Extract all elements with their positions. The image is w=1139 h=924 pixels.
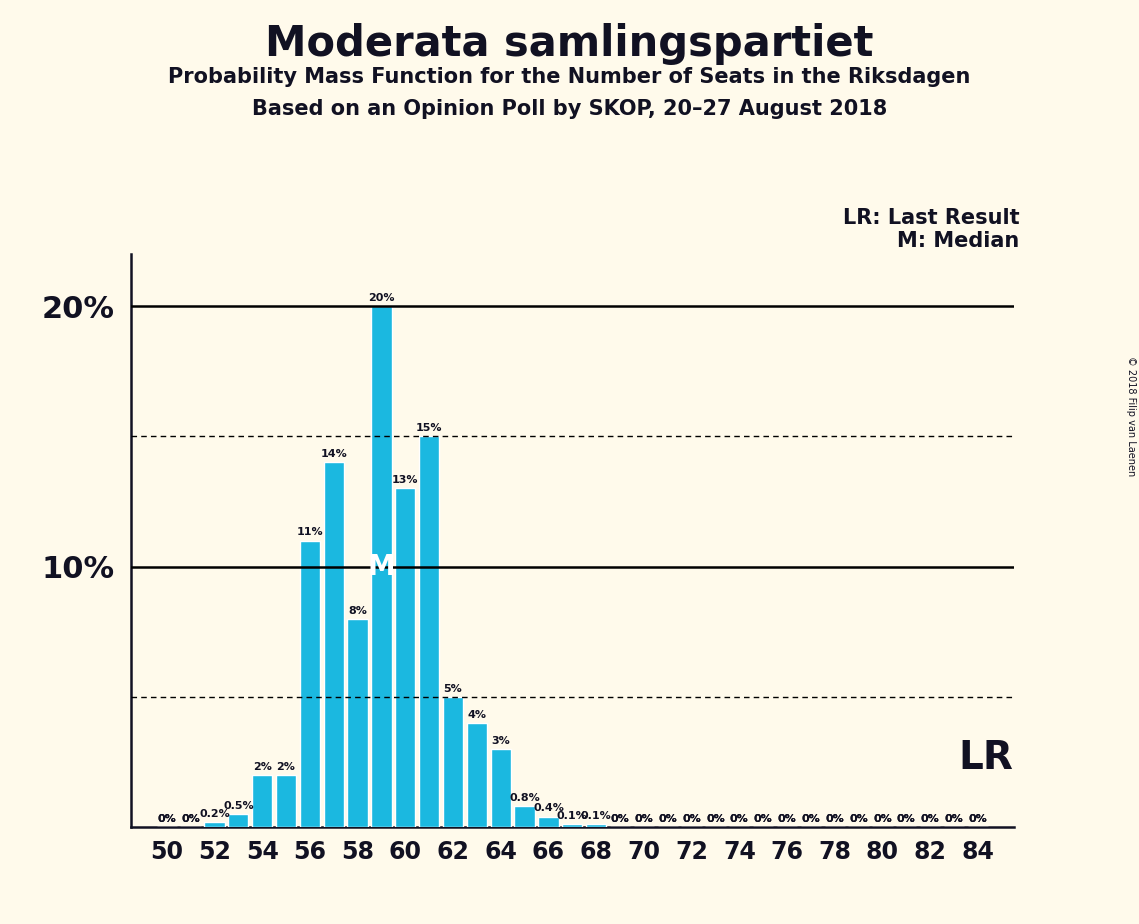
Text: 0%: 0% xyxy=(826,814,844,824)
Text: 0%: 0% xyxy=(850,814,868,824)
Text: 0%: 0% xyxy=(754,814,772,824)
Text: 0%: 0% xyxy=(802,814,820,824)
Bar xyxy=(539,817,558,827)
Text: 4%: 4% xyxy=(467,710,486,720)
Text: M: M xyxy=(368,553,395,580)
Text: 2%: 2% xyxy=(253,761,271,772)
Text: 0%: 0% xyxy=(634,814,654,824)
Text: 3%: 3% xyxy=(491,736,510,746)
Text: 0.5%: 0.5% xyxy=(223,801,254,811)
Text: 0%: 0% xyxy=(802,814,820,824)
Bar xyxy=(347,619,368,827)
Text: 0%: 0% xyxy=(920,814,940,824)
Text: 0%: 0% xyxy=(157,814,177,824)
Text: 15%: 15% xyxy=(416,423,442,433)
Text: 0%: 0% xyxy=(181,814,200,824)
Text: Based on an Opinion Poll by SKOP, 20–27 August 2018: Based on an Opinion Poll by SKOP, 20–27 … xyxy=(252,99,887,119)
Text: 0%: 0% xyxy=(682,814,700,824)
Text: 0.8%: 0.8% xyxy=(509,793,540,803)
Text: 0%: 0% xyxy=(778,814,796,824)
Bar xyxy=(300,541,320,827)
Bar xyxy=(563,824,582,827)
Text: 0%: 0% xyxy=(874,814,892,824)
Text: 13%: 13% xyxy=(392,475,419,485)
Text: 0%: 0% xyxy=(920,814,940,824)
Text: 0%: 0% xyxy=(611,814,630,824)
Text: 0.1%: 0.1% xyxy=(581,811,612,821)
Text: 0%: 0% xyxy=(730,814,748,824)
Bar xyxy=(491,748,511,827)
Text: 0%: 0% xyxy=(898,814,916,824)
Text: 14%: 14% xyxy=(320,449,347,459)
Bar xyxy=(395,489,416,827)
Text: 0%: 0% xyxy=(706,814,724,824)
Bar xyxy=(276,775,296,827)
Text: 0%: 0% xyxy=(730,814,748,824)
Bar xyxy=(587,824,606,827)
Bar xyxy=(252,775,272,827)
Text: 0%: 0% xyxy=(898,814,916,824)
Text: 0%: 0% xyxy=(706,814,724,824)
Bar xyxy=(443,697,464,827)
Text: LR: Last Result: LR: Last Result xyxy=(843,208,1019,228)
Text: M: Median: M: Median xyxy=(898,231,1019,251)
Text: 0%: 0% xyxy=(754,814,772,824)
Text: 2%: 2% xyxy=(277,761,295,772)
Text: 0%: 0% xyxy=(157,814,177,824)
Text: 0.4%: 0.4% xyxy=(533,804,564,813)
Bar xyxy=(371,306,392,827)
Text: 0%: 0% xyxy=(850,814,868,824)
Text: 0.2%: 0.2% xyxy=(199,808,230,819)
Text: 0%: 0% xyxy=(826,814,844,824)
Text: 5%: 5% xyxy=(444,684,462,694)
Bar xyxy=(419,436,440,827)
Text: 0%: 0% xyxy=(944,814,964,824)
Text: 0%: 0% xyxy=(181,814,200,824)
Text: 0%: 0% xyxy=(658,814,678,824)
Text: 0%: 0% xyxy=(634,814,654,824)
Text: 0%: 0% xyxy=(778,814,796,824)
Text: 0%: 0% xyxy=(658,814,678,824)
Bar xyxy=(515,806,535,827)
Text: 0%: 0% xyxy=(968,814,988,824)
Text: 0.1%: 0.1% xyxy=(557,811,588,821)
Text: 11%: 11% xyxy=(296,528,323,538)
Text: 0%: 0% xyxy=(874,814,892,824)
Text: © 2018 Filip van Laenen: © 2018 Filip van Laenen xyxy=(1126,356,1136,476)
Text: 0%: 0% xyxy=(611,814,630,824)
Text: 20%: 20% xyxy=(368,293,395,303)
Text: 0%: 0% xyxy=(968,814,988,824)
Bar xyxy=(228,814,248,827)
Text: 0%: 0% xyxy=(944,814,964,824)
Bar xyxy=(323,462,344,827)
Text: 0%: 0% xyxy=(682,814,700,824)
Bar xyxy=(204,821,224,827)
Text: 8%: 8% xyxy=(349,605,367,615)
Text: Moderata samlingspartiet: Moderata samlingspartiet xyxy=(265,23,874,65)
Text: LR: LR xyxy=(959,739,1014,777)
Text: Probability Mass Function for the Number of Seats in the Riksdagen: Probability Mass Function for the Number… xyxy=(169,67,970,87)
Bar xyxy=(467,723,487,827)
